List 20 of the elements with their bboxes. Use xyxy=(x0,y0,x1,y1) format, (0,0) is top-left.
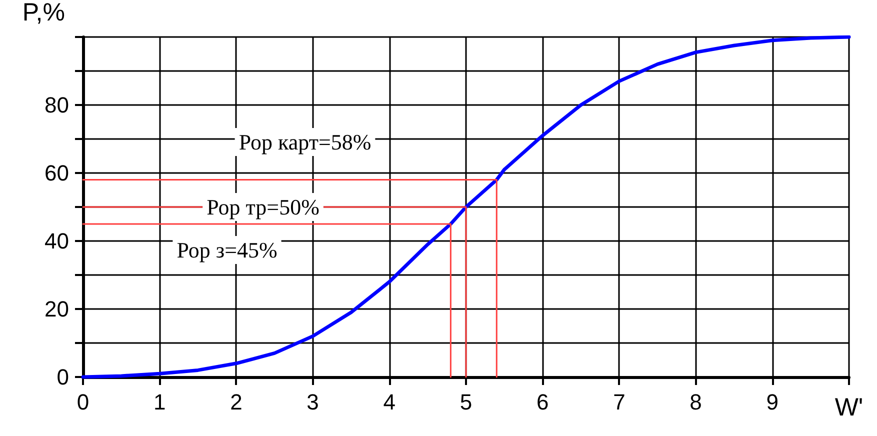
x-tick-label: 1 xyxy=(153,390,166,414)
x-tick-label: 3 xyxy=(306,390,319,414)
y-tick-label: 40 xyxy=(44,228,69,254)
x-axis-title: W' xyxy=(834,394,864,422)
x-tick-label: 2 xyxy=(230,390,242,414)
y-tick-label: 20 xyxy=(44,296,69,322)
x-tick-label: 4 xyxy=(383,390,396,414)
x-tick-label: 7 xyxy=(613,390,626,414)
y-tick-label: 60 xyxy=(44,160,69,186)
x-tick-label: 8 xyxy=(690,390,702,414)
annotation: Рор з=45% xyxy=(176,238,278,262)
annotation: Рор карт=58% xyxy=(238,130,372,154)
x-tick-label: 9 xyxy=(766,390,779,414)
x-tick-label: 6 xyxy=(536,390,549,414)
y-axis-title: P,% xyxy=(22,0,65,26)
y-tick-label: 80 xyxy=(44,92,69,118)
annotation: Рор тр=50% xyxy=(206,194,320,220)
x-tick-label: 0 xyxy=(76,390,90,414)
x-tick-label: 5 xyxy=(460,390,472,414)
y-tick-label: 0 xyxy=(56,364,69,390)
